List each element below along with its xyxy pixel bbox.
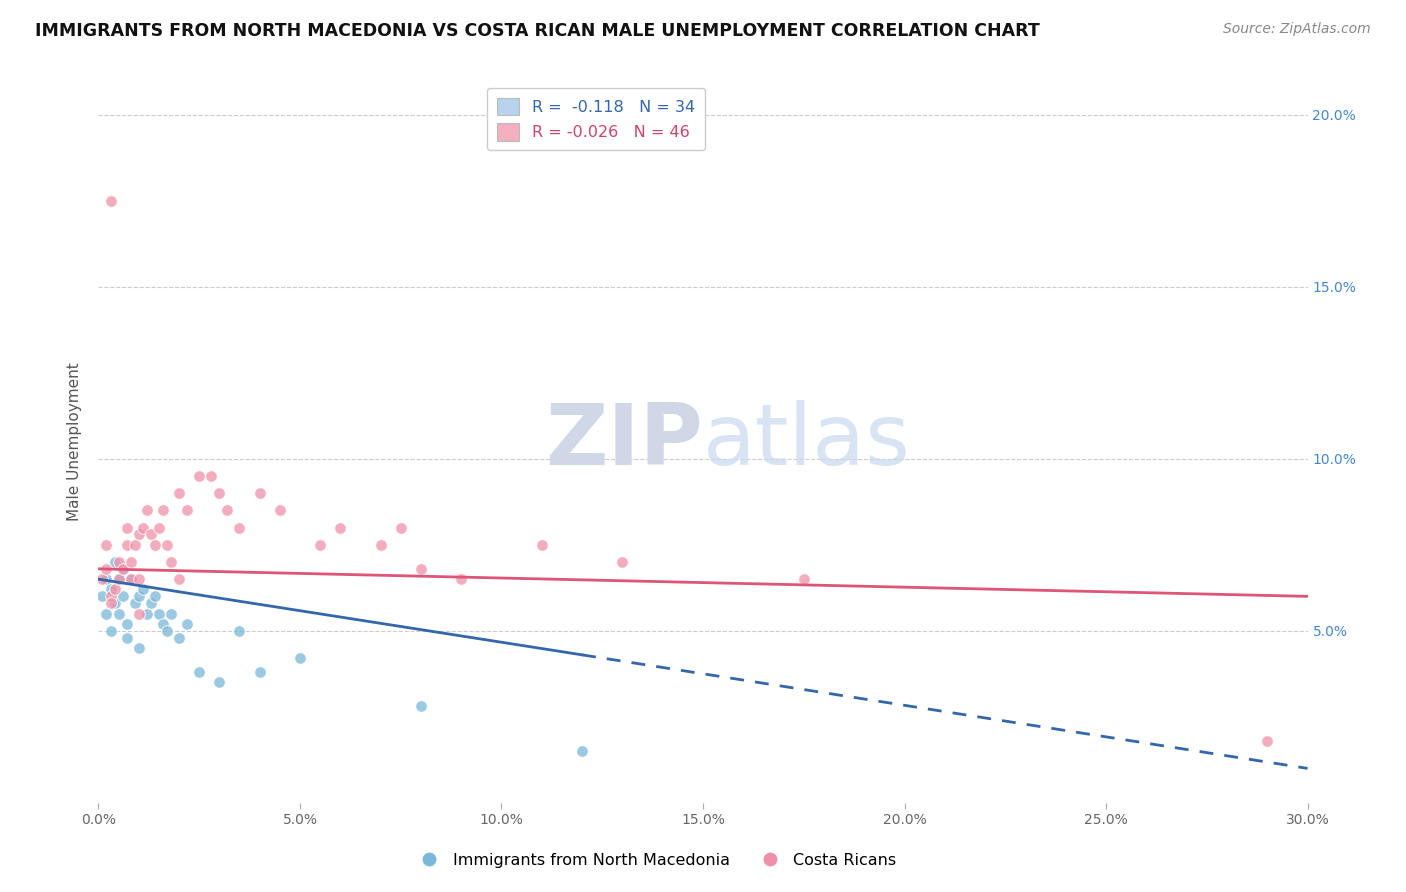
Point: [139, 596, 162, 610]
Text: ZIP: ZIP: [546, 400, 703, 483]
Point: [309, 538, 332, 552]
Point: [148, 607, 170, 621]
Point: [128, 607, 150, 621]
Point: [1256, 734, 1278, 748]
Text: Source: ZipAtlas.com: Source: ZipAtlas.com: [1223, 22, 1371, 37]
Point: [107, 572, 129, 586]
Point: [124, 538, 146, 552]
Point: [135, 503, 157, 517]
Point: [139, 527, 162, 541]
Point: [152, 616, 174, 631]
Point: [100, 590, 122, 604]
Point: [120, 572, 142, 586]
Point: [188, 665, 211, 679]
Point: [103, 582, 125, 597]
Point: [329, 520, 352, 534]
Point: [132, 582, 155, 597]
Point: [156, 624, 179, 638]
Point: [107, 607, 129, 621]
Point: [135, 607, 157, 621]
Point: [409, 699, 432, 714]
Point: [793, 572, 815, 586]
Point: [176, 616, 198, 631]
Point: [143, 538, 166, 552]
Point: [103, 555, 125, 569]
Point: [200, 469, 222, 483]
Point: [103, 596, 125, 610]
Point: [115, 538, 138, 552]
Point: [100, 596, 122, 610]
Point: [115, 631, 138, 645]
Point: [389, 520, 412, 534]
Point: [115, 616, 138, 631]
Point: [409, 562, 432, 576]
Point: [115, 520, 138, 534]
Point: [100, 582, 122, 597]
Point: [160, 555, 183, 569]
Point: [160, 607, 183, 621]
Point: [96, 572, 118, 586]
Point: [120, 555, 142, 569]
Point: [148, 520, 170, 534]
Point: [571, 744, 593, 758]
Point: [96, 607, 118, 621]
Point: [167, 631, 190, 645]
Point: [91, 572, 114, 586]
Point: [107, 555, 129, 569]
Point: [176, 503, 198, 517]
Point: [100, 194, 122, 208]
Point: [217, 503, 239, 517]
Point: [208, 486, 231, 500]
Point: [450, 572, 472, 586]
Point: [228, 520, 250, 534]
Point: [120, 572, 142, 586]
Legend: Immigrants from North Macedonia, Costa Ricans: Immigrants from North Macedonia, Costa R…: [406, 847, 903, 874]
Point: [288, 651, 311, 665]
Point: [249, 486, 271, 500]
Point: [228, 624, 250, 638]
Point: [128, 572, 150, 586]
Point: [128, 527, 150, 541]
Point: [612, 555, 634, 569]
Point: [124, 596, 146, 610]
Point: [188, 469, 211, 483]
Point: [156, 538, 179, 552]
Point: [107, 572, 129, 586]
Point: [269, 503, 291, 517]
Point: [143, 590, 166, 604]
Point: [111, 562, 134, 576]
Point: [530, 538, 553, 552]
Point: [208, 675, 231, 690]
Point: [128, 640, 150, 655]
Point: [111, 562, 134, 576]
Point: [132, 520, 155, 534]
Point: [370, 538, 392, 552]
Point: [152, 503, 174, 517]
Point: [111, 590, 134, 604]
Point: [128, 590, 150, 604]
Point: [96, 562, 118, 576]
Point: [96, 538, 118, 552]
Point: [167, 486, 190, 500]
Y-axis label: Male Unemployment: Male Unemployment: [67, 362, 83, 521]
Point: [167, 572, 190, 586]
Point: [249, 665, 271, 679]
Text: IMMIGRANTS FROM NORTH MACEDONIA VS COSTA RICAN MALE UNEMPLOYMENT CORRELATION CHA: IMMIGRANTS FROM NORTH MACEDONIA VS COSTA…: [35, 22, 1040, 40]
Text: atlas: atlas: [703, 400, 911, 483]
Point: [91, 590, 114, 604]
Point: [100, 624, 122, 638]
